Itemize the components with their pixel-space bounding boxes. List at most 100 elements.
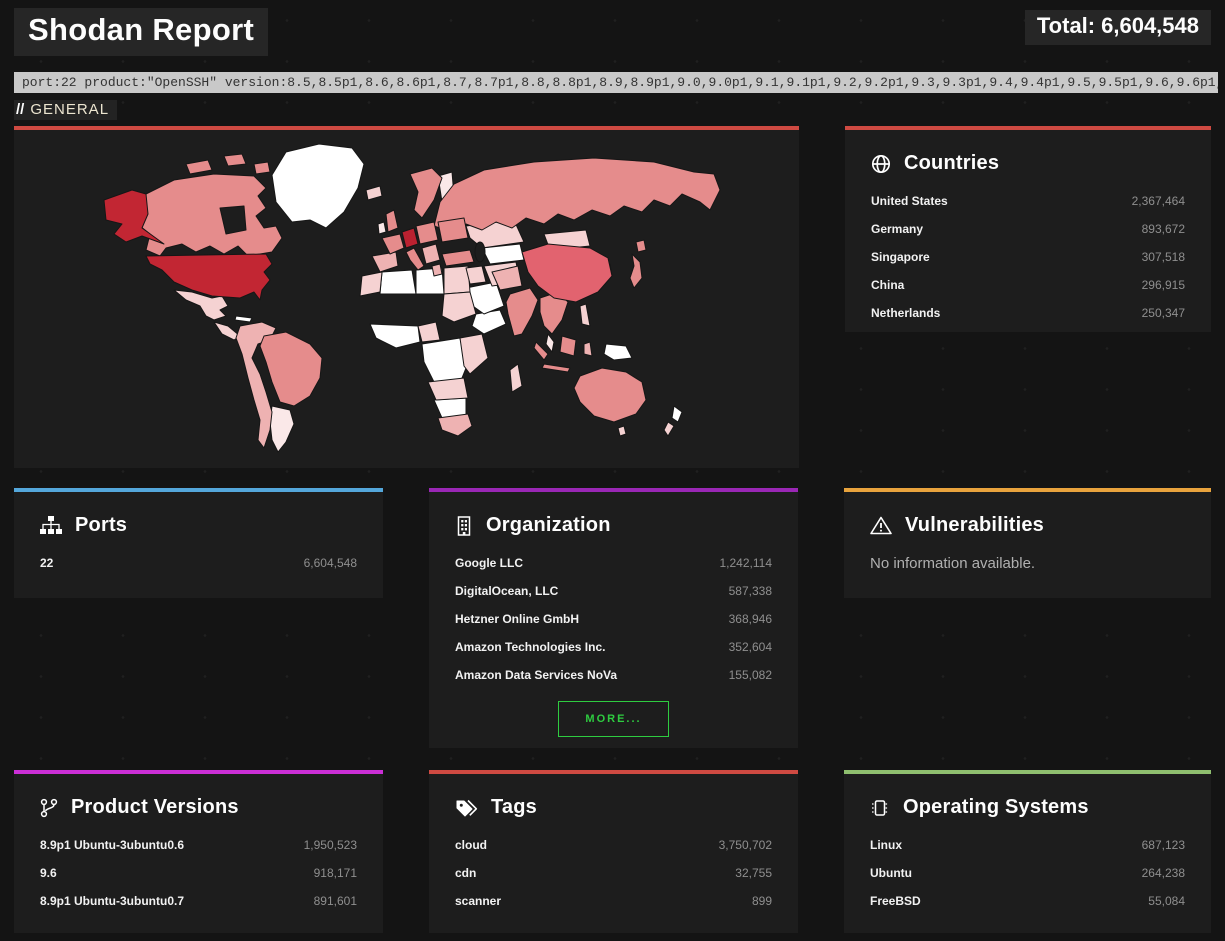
search-query-bar[interactable]: port:22 product:"OpenSSH" version:8.5,8.… [14, 72, 1218, 93]
row-value: 2,367,464 [1132, 194, 1185, 208]
operating-systems-rows: Linux 687,123 Ubuntu 264,238 FreeBSD 55,… [870, 831, 1185, 915]
row-value: 891,601 [314, 894, 357, 908]
organization-rows: Google LLC 1,242,114 DigitalOcean, LLC 5… [455, 549, 772, 689]
row-label: United States [871, 194, 948, 208]
row-label: DigitalOcean, LLC [455, 584, 558, 598]
top-bar: Shodan Report Total:6,604,548 [14, 8, 1211, 56]
row-label: Amazon Data Services NoVa [455, 668, 617, 682]
row-label: scanner [455, 894, 501, 908]
vulnerabilities-panel: Vulnerabilities No information available… [844, 488, 1211, 598]
ports-rows: 22 6,604,548 [40, 549, 357, 577]
table-row: Amazon Technologies Inc. 352,604 [455, 633, 772, 661]
row-value: 32,755 [735, 866, 772, 880]
branch-icon [40, 798, 58, 818]
row-value: 587,338 [729, 584, 772, 598]
tags-panel: Tags cloud 3,750,702 cdn 32,755 scanner … [429, 770, 798, 933]
table-row: DigitalOcean, LLC 587,338 [455, 577, 772, 605]
table-row: China 296,915 [871, 271, 1185, 299]
world-map-panel [14, 126, 799, 468]
row-label: cdn [455, 866, 476, 880]
row-label: Singapore [871, 250, 930, 264]
no-information-text: No information available. [870, 555, 1185, 572]
organization-title: Organization [486, 514, 611, 537]
table-row: 8.9p1 Ubuntu-3ubuntu0.7 891,601 [40, 887, 357, 915]
row-value: 250,347 [1142, 306, 1185, 320]
table-row: Amazon Data Services NoVa 155,082 [455, 661, 772, 689]
row-value: 307,518 [1142, 250, 1185, 264]
ports-title: Ports [75, 514, 127, 537]
section-slash: // [16, 101, 24, 118]
total-label: Total: [1037, 13, 1095, 38]
table-row: Hetzner Online GmbH 368,946 [455, 605, 772, 633]
world-choropleth-map [14, 130, 799, 468]
row-label: FreeBSD [870, 894, 921, 908]
row-value: 155,082 [729, 668, 772, 682]
total-value: 6,604,548 [1101, 13, 1199, 38]
table-row: 9.6 918,171 [40, 859, 357, 887]
table-row: cloud 3,750,702 [455, 831, 772, 859]
table-row: cdn 32,755 [455, 859, 772, 887]
operating-systems-title: Operating Systems [903, 796, 1089, 819]
table-row: scanner 899 [455, 887, 772, 915]
row-value: 6,604,548 [304, 556, 357, 570]
product-versions-panel: Product Versions 8.9p1 Ubuntu-3ubuntu0.6… [14, 770, 383, 933]
row-label: China [871, 278, 904, 292]
row-general-top: Countries United States 2,367,464 German… [14, 126, 1211, 468]
row-value: 264,238 [1142, 866, 1185, 880]
shodan-report-page: Shodan Report Total:6,604,548 port:22 pr… [0, 0, 1225, 941]
row-general-middle: Ports 22 6,604,548 [14, 488, 1211, 748]
row-value: 893,672 [1142, 222, 1185, 236]
row-value: 918,171 [314, 866, 357, 880]
warning-icon [870, 516, 892, 535]
row-value: 296,915 [1142, 278, 1185, 292]
table-row: FreeBSD 55,084 [870, 887, 1185, 915]
countries-panel: Countries United States 2,367,464 German… [845, 126, 1211, 332]
section-general: // GENERAL [14, 100, 1211, 120]
tags-icon [455, 798, 478, 818]
row-label: 22 [40, 556, 53, 570]
tags-rows: cloud 3,750,702 cdn 32,755 scanner 899 [455, 831, 772, 915]
table-row: Singapore 307,518 [871, 243, 1185, 271]
row-value: 687,123 [1142, 838, 1185, 852]
chip-icon [870, 798, 890, 818]
row-label: Germany [871, 222, 923, 236]
row-label: 9.6 [40, 866, 57, 880]
ports-panel: Ports 22 6,604,548 [14, 488, 383, 598]
row-value: 352,604 [729, 640, 772, 654]
row-value: 899 [752, 894, 772, 908]
row-value: 1,950,523 [304, 838, 357, 852]
row-value: 55,084 [1148, 894, 1185, 908]
product-versions-title: Product Versions [71, 796, 239, 819]
row-value: 368,946 [729, 612, 772, 626]
row-label: Hetzner Online GmbH [455, 612, 579, 626]
sitemap-icon [40, 516, 62, 535]
countries-rows: United States 2,367,464 Germany 893,672 … [871, 187, 1185, 327]
row-label: Linux [870, 838, 902, 852]
row-value: 3,750,702 [719, 838, 772, 852]
table-row: 8.9p1 Ubuntu-3ubuntu0.6 1,950,523 [40, 831, 357, 859]
row-label: Netherlands [871, 306, 940, 320]
table-row: Netherlands 250,347 [871, 299, 1185, 327]
product-versions-rows: 8.9p1 Ubuntu-3ubuntu0.6 1,950,523 9.6 91… [40, 831, 357, 915]
row-label: 8.9p1 Ubuntu-3ubuntu0.7 [40, 894, 184, 908]
tags-title: Tags [491, 796, 537, 819]
map-country-germany [402, 228, 418, 248]
section-label: GENERAL [30, 101, 109, 118]
row-label: 8.9p1 Ubuntu-3ubuntu0.6 [40, 838, 184, 852]
row-value: 1,242,114 [720, 556, 773, 570]
table-row: 22 6,604,548 [40, 549, 357, 577]
row-label: Google LLC [455, 556, 523, 570]
more-button[interactable]: MORE... [558, 701, 668, 737]
row-label: Ubuntu [870, 866, 912, 880]
vulnerabilities-title: Vulnerabilities [905, 514, 1044, 537]
row-label: Amazon Technologies Inc. [455, 640, 605, 654]
total-badge: Total:6,604,548 [1025, 10, 1211, 45]
table-row: Germany 893,672 [871, 215, 1185, 243]
table-row: Linux 687,123 [870, 831, 1185, 859]
organization-panel: Organization Google LLC 1,242,114 Digita… [429, 488, 798, 748]
map-country-china [522, 244, 612, 302]
row-general-bottom: Product Versions 8.9p1 Ubuntu-3ubuntu0.6… [14, 770, 1211, 933]
page-title: Shodan Report [14, 8, 268, 56]
table-row: Google LLC 1,242,114 [455, 549, 772, 577]
operating-systems-panel: Operating Systems Linux 687,123 Ubuntu 2… [844, 770, 1211, 933]
